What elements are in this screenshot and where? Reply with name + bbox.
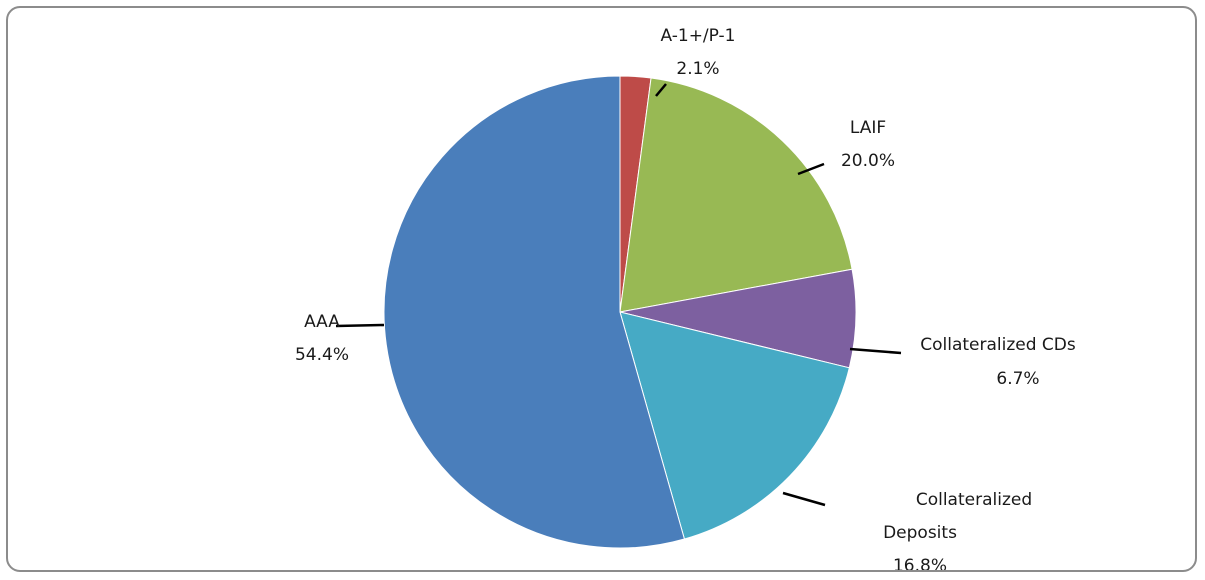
leader-line-aaa: [335, 323, 385, 328]
data-label-name-collateralized-deposits: Deposits: [883, 523, 957, 543]
data-labels-layer: A-1+/P-1 2.1% LAIF 20.0% Collateralized CDs 6…: [295, 26, 1076, 572]
data-label-percent-a-1-p-1: 2.1%: [676, 59, 719, 79]
leader-line-a-1-p-1: [655, 83, 667, 97]
data-label-name-collateralized-deposits: Collateralized: [916, 490, 1032, 510]
pie-slice-collateralized-deposits: [619, 311, 850, 540]
data-label-percent-collateralized-deposits: 16.8%: [893, 556, 947, 572]
data-label-percent-collateralized-cds: 6.7%: [996, 369, 1039, 389]
leader-lines-layer: [335, 83, 902, 507]
chart-frame: A-1+/P-1 2.1% LAIF 20.0% Collateralized CDs 6…: [6, 6, 1197, 572]
leader-line-laif: [797, 162, 825, 176]
leader-line-collateralized-deposits: [782, 491, 826, 507]
data-label-percent-laif: 20.0%: [841, 151, 895, 171]
data-label-percent-aaa: 54.4%: [295, 345, 349, 365]
pie-chart: A-1+/P-1 2.1% LAIF 20.0% Collateralized CDs 6…: [295, 26, 1076, 572]
data-label-name-collateralized-cds: Collateralized CDs: [920, 335, 1076, 355]
data-label-name-aaa: AAA: [304, 312, 340, 332]
data-label-name-a-1-p-1: A-1+/P-1: [660, 26, 735, 46]
pie-slice-aaa: [383, 75, 686, 549]
slices-layer: [383, 75, 857, 549]
leader-line-collateralized-cds: [849, 347, 902, 355]
pie-slice-laif: [619, 77, 853, 313]
data-label-name-laif: LAIF: [850, 118, 886, 138]
